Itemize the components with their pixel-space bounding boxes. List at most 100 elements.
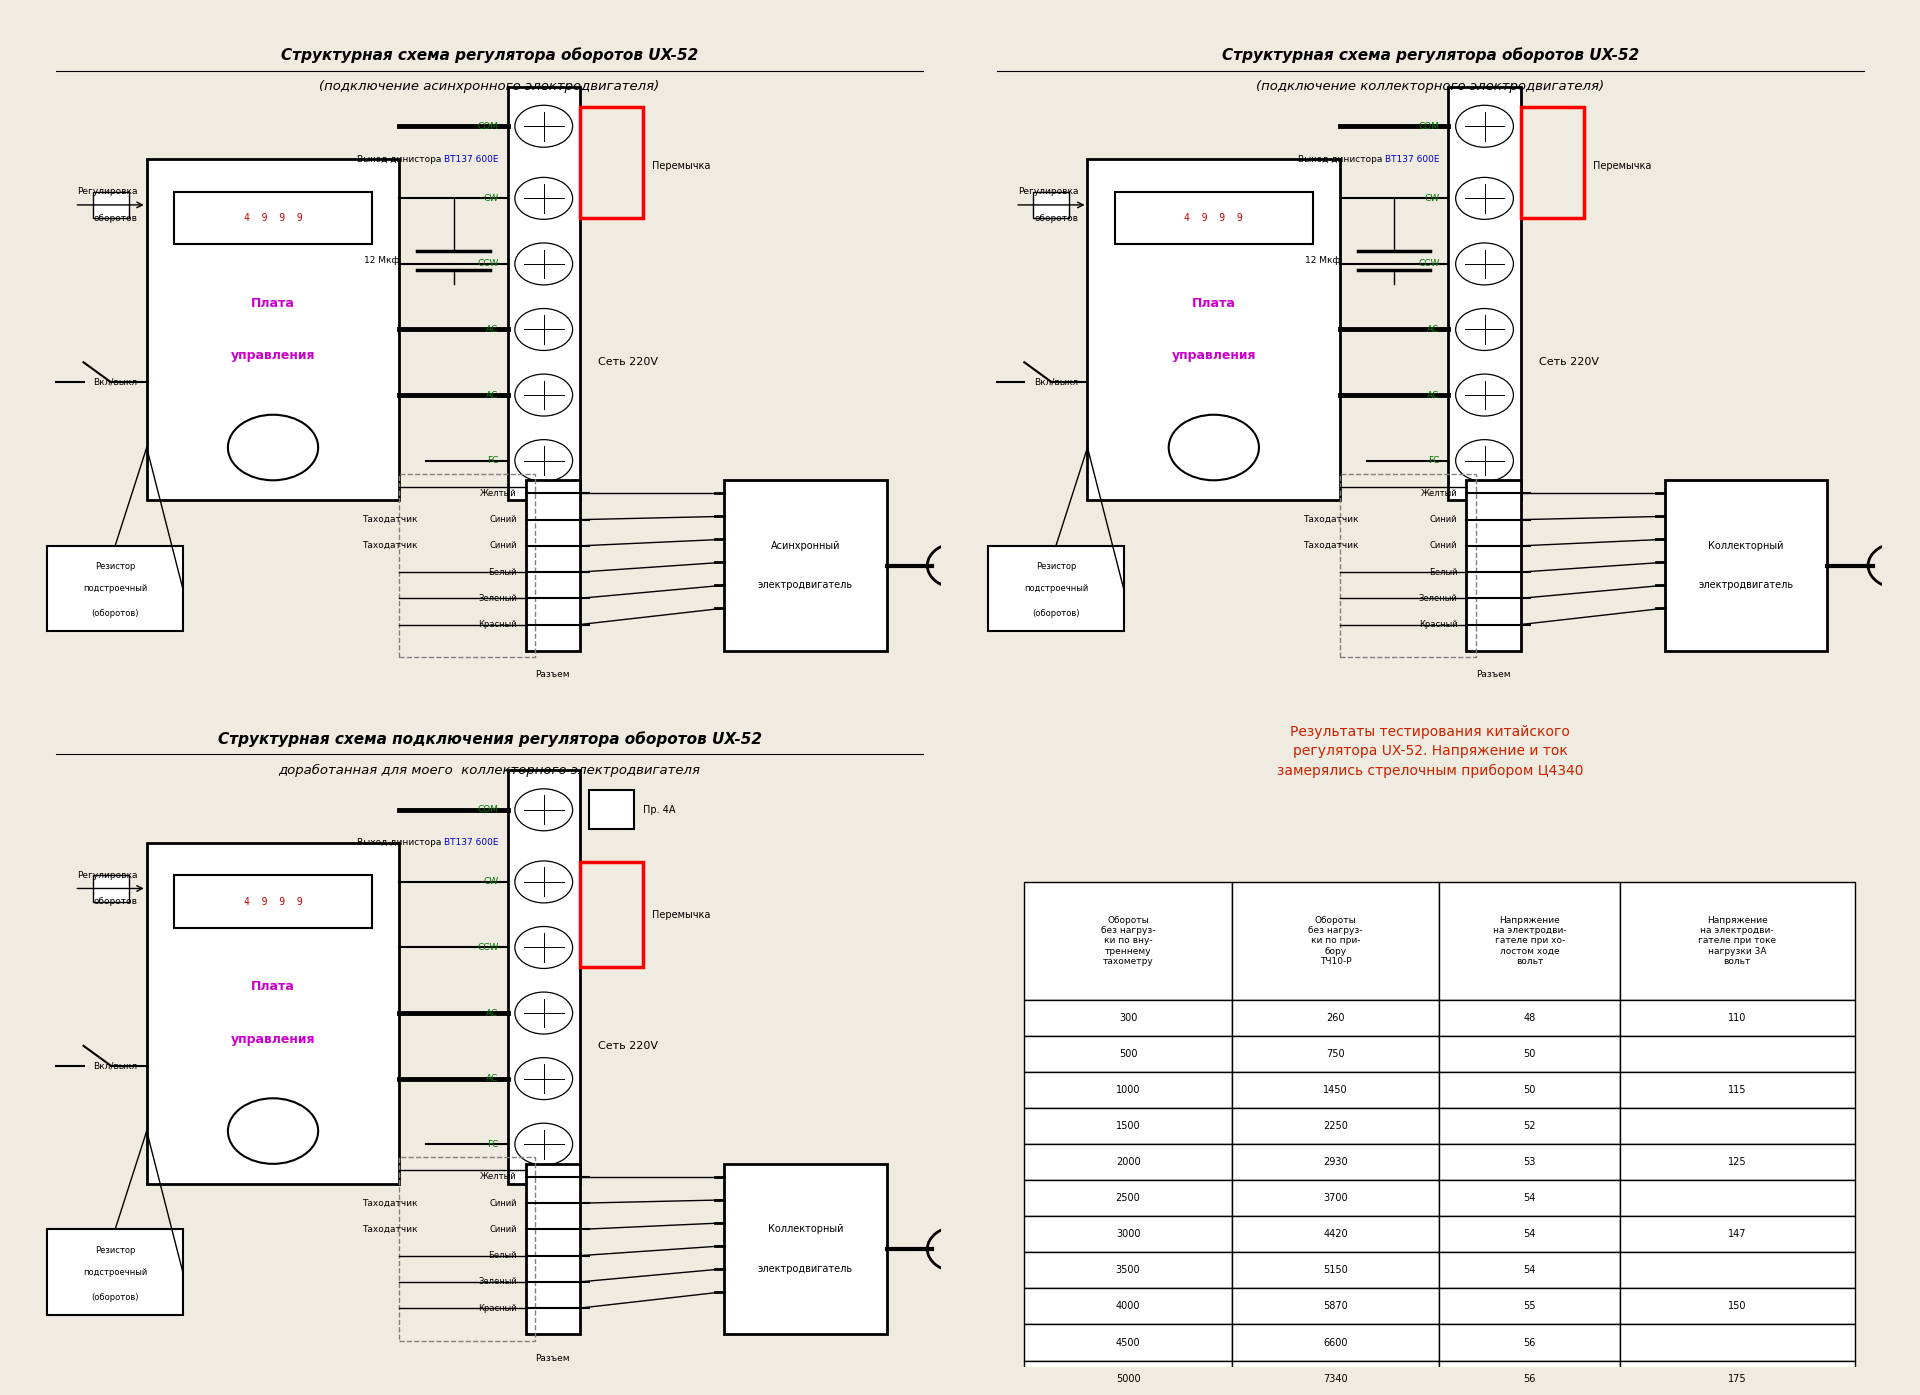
Text: подстроечный: подстроечный <box>1023 585 1089 593</box>
Text: 3700: 3700 <box>1323 1193 1348 1204</box>
Bar <box>1620 1216 1855 1253</box>
Bar <box>1620 1000 1855 1036</box>
Text: 2930: 2930 <box>1323 1158 1348 1168</box>
Bar <box>48 1229 182 1314</box>
Text: Структурная схема регулятора оборотов UX-52: Структурная схема регулятора оборотов UX… <box>1221 47 1640 63</box>
Bar <box>146 843 399 1183</box>
Text: AC: AC <box>486 1009 499 1017</box>
Bar <box>1233 1360 1440 1395</box>
Bar <box>989 545 1123 631</box>
Text: 1000: 1000 <box>1116 1085 1140 1095</box>
Bar <box>48 545 182 631</box>
Text: Желтый: Желтый <box>480 488 516 498</box>
Bar <box>1025 1180 1233 1216</box>
Text: Обороты
без нагруз-
ки по вну-
треннему
тахометру: Обороты без нагруз- ки по вну- треннему … <box>1100 915 1156 967</box>
Bar <box>173 876 372 928</box>
Text: Коллекторный: Коллекторный <box>768 1225 843 1235</box>
Bar <box>589 790 634 830</box>
Text: подстроечный: подстроечный <box>83 1268 148 1276</box>
Text: 4  9  9  9: 4 9 9 9 <box>244 213 301 223</box>
Text: управления: управления <box>230 349 315 363</box>
Text: ВТ137 600Е: ВТ137 600Е <box>444 838 499 847</box>
Text: доработанная для моего  коллекторного электродвигателя: доработанная для моего коллекторного эле… <box>278 764 701 777</box>
Bar <box>1440 1073 1620 1108</box>
Bar <box>1620 1253 1855 1289</box>
Bar <box>92 876 129 901</box>
Text: 175: 175 <box>1728 1374 1747 1384</box>
Text: FC: FC <box>488 456 499 465</box>
Bar <box>1233 882 1440 1000</box>
Text: ВТ137 600Е: ВТ137 600Е <box>444 155 499 163</box>
Text: Вкл/выкл: Вкл/выкл <box>94 1062 138 1070</box>
Text: Перемычка: Перемычка <box>1594 160 1651 170</box>
Text: Сеть 220V: Сеть 220V <box>597 1041 659 1050</box>
Text: Выход динистора: Выход динистора <box>1298 155 1386 163</box>
Text: 54: 54 <box>1523 1193 1536 1204</box>
Text: CCW: CCW <box>478 943 499 951</box>
Text: 56: 56 <box>1523 1374 1536 1384</box>
Text: 54: 54 <box>1523 1229 1536 1239</box>
Text: Таходатчик: Таходатчик <box>361 515 417 525</box>
Text: Коллекторный: Коллекторный <box>1709 541 1784 551</box>
Bar <box>1620 1144 1855 1180</box>
Text: (оборотов): (оборотов) <box>92 610 138 618</box>
Text: Выход динистора: Выход динистора <box>357 155 444 163</box>
Bar <box>1620 1073 1855 1108</box>
Text: Регулировка: Регулировка <box>1018 187 1079 197</box>
Text: Регулировка: Регулировка <box>77 187 138 197</box>
Text: Белый: Белый <box>1428 568 1457 576</box>
Bar <box>1467 480 1521 650</box>
Text: 50: 50 <box>1523 1085 1536 1095</box>
Text: Регулировка: Регулировка <box>77 870 138 880</box>
Text: Зеленый: Зеленый <box>1419 594 1457 603</box>
Text: CW: CW <box>1425 194 1440 202</box>
Bar <box>1233 1108 1440 1144</box>
Text: Результаты тестирования китайского
регулятора UX-52. Напряжение и ток
замерялись: Результаты тестирования китайского регул… <box>1277 724 1584 777</box>
Bar <box>1025 1108 1233 1144</box>
Text: Пр. 4А: Пр. 4А <box>643 805 676 815</box>
Text: AC: AC <box>1427 391 1440 399</box>
Text: 3500: 3500 <box>1116 1265 1140 1275</box>
Bar <box>1440 1289 1620 1324</box>
Text: Перемычка: Перемычка <box>653 910 710 919</box>
Bar <box>1025 1216 1233 1253</box>
Text: 2500: 2500 <box>1116 1193 1140 1204</box>
Text: 1450: 1450 <box>1323 1085 1348 1095</box>
Text: 4000: 4000 <box>1116 1302 1140 1311</box>
Bar <box>1440 1000 1620 1036</box>
Text: Белый: Белый <box>488 568 516 576</box>
Bar <box>173 191 372 244</box>
Text: Плата: Плата <box>1192 297 1236 310</box>
Text: 1500: 1500 <box>1116 1122 1140 1131</box>
Bar <box>1440 1253 1620 1289</box>
Text: подстроечный: подстроечный <box>83 585 148 593</box>
Bar <box>399 474 534 657</box>
Bar <box>526 480 580 650</box>
Text: Вкл/выкл: Вкл/выкл <box>94 378 138 386</box>
Bar <box>1025 1253 1233 1289</box>
Bar <box>1440 1108 1620 1144</box>
Text: 3000: 3000 <box>1116 1229 1140 1239</box>
Bar <box>1620 1360 1855 1395</box>
Bar <box>1665 480 1828 650</box>
Bar <box>1440 1036 1620 1071</box>
Text: Структурная схема подключения регулятора оборотов UX-52: Структурная схема подключения регулятора… <box>217 731 762 746</box>
Text: Таходатчик: Таходатчик <box>1302 541 1357 551</box>
Text: 4420: 4420 <box>1323 1229 1348 1239</box>
Text: COM: COM <box>1419 121 1440 131</box>
Text: Синий: Синий <box>1430 515 1457 525</box>
Text: Синий: Синий <box>490 541 516 551</box>
Text: 125: 125 <box>1728 1158 1747 1168</box>
Text: Синий: Синий <box>1430 541 1457 551</box>
Text: AC: AC <box>1427 325 1440 333</box>
Bar <box>1620 882 1855 1000</box>
Bar <box>1620 1108 1855 1144</box>
Text: Выход динистора: Выход динистора <box>357 838 444 847</box>
Text: (подключение асинхронного электродвигателя): (подключение асинхронного электродвигате… <box>319 81 660 93</box>
Text: CCW: CCW <box>1419 259 1440 268</box>
Text: 12 Мкф: 12 Мкф <box>365 257 399 265</box>
Bar <box>1233 1073 1440 1108</box>
Bar <box>1440 1360 1620 1395</box>
Bar <box>1233 1216 1440 1253</box>
Text: Асинхронный: Асинхронный <box>770 541 841 551</box>
